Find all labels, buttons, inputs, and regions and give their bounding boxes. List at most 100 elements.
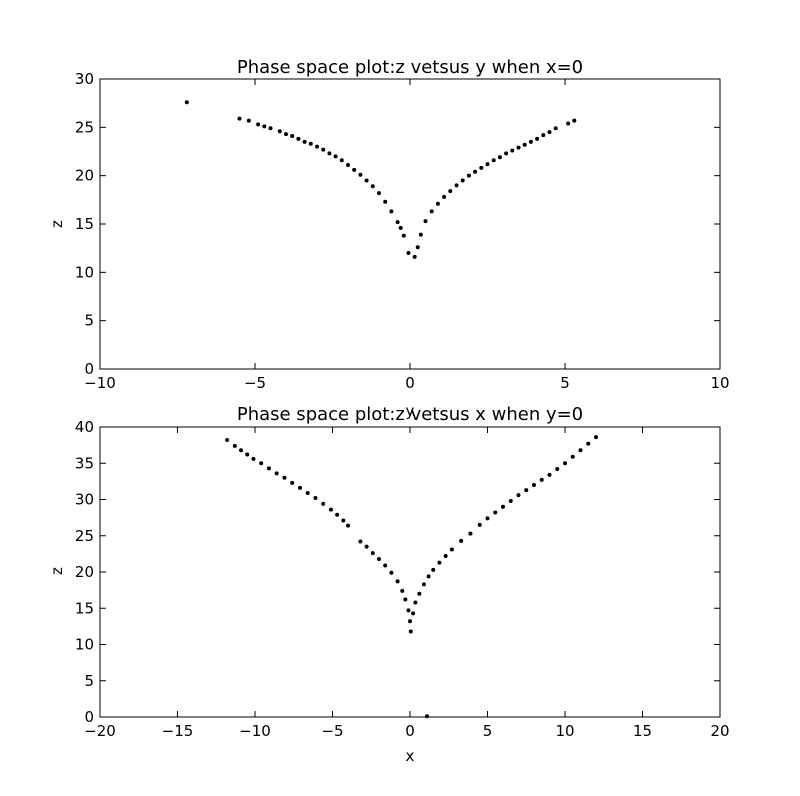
data-point <box>522 142 527 147</box>
y-tick-label: 5 <box>84 312 94 330</box>
data-point <box>321 147 326 152</box>
data-point <box>377 556 381 561</box>
data-point <box>454 183 459 188</box>
data-point <box>547 472 552 477</box>
data-point <box>398 225 403 230</box>
data-point <box>346 523 350 528</box>
data-point <box>493 510 498 515</box>
data-point <box>370 184 375 189</box>
data-point <box>442 194 447 199</box>
data-point <box>555 467 560 472</box>
data-point <box>413 600 418 605</box>
y-tick-label: 30 <box>75 70 94 88</box>
data-point <box>284 132 288 137</box>
data-point <box>448 189 453 194</box>
data-point <box>479 165 484 170</box>
data-point <box>335 512 340 517</box>
data-point <box>418 232 423 237</box>
data-point <box>239 448 244 453</box>
x-tick-label: −5 <box>244 374 266 392</box>
data-point <box>290 480 295 485</box>
data-point <box>468 531 473 536</box>
data-point <box>259 461 264 466</box>
y-tick-label: 20 <box>75 167 94 185</box>
data-point <box>245 452 250 457</box>
data-point <box>246 118 251 123</box>
top-subplot-ticks: −10 −5 0 5 10 0 5 10 15 20 25 30 <box>75 70 730 392</box>
data-point <box>460 178 465 183</box>
data-point <box>251 456 256 461</box>
data-point <box>553 126 558 131</box>
data-point <box>412 254 417 259</box>
top-subplot-xlabel: y <box>406 402 415 420</box>
top-subplot-frame <box>99 78 721 370</box>
y-tick-label: 25 <box>75 118 94 136</box>
data-point <box>411 611 416 616</box>
data-point <box>524 488 529 493</box>
data-point <box>535 136 540 141</box>
data-point <box>510 148 515 153</box>
data-point <box>184 100 189 105</box>
top-subplot: Phase space plot:z vetsus y when x=0 y z… <box>48 57 730 420</box>
data-point <box>528 139 533 144</box>
data-point <box>539 477 544 482</box>
data-point <box>401 233 406 238</box>
data-point <box>516 145 521 150</box>
data-point <box>346 163 350 168</box>
data-point <box>435 201 440 206</box>
data-point <box>437 560 442 565</box>
data-point <box>297 485 302 490</box>
top-subplot-points <box>184 100 577 259</box>
y-tick-label: 25 <box>75 527 94 545</box>
data-point <box>459 538 464 543</box>
data-point <box>339 158 344 163</box>
data-point <box>274 471 279 476</box>
data-point <box>431 567 436 572</box>
data-point <box>290 134 295 139</box>
data-point <box>341 518 346 523</box>
data-point <box>395 220 400 225</box>
data-point <box>383 199 388 204</box>
y-tick-label: 5 <box>84 672 94 690</box>
data-point <box>400 588 405 593</box>
data-point <box>296 136 301 141</box>
data-point <box>466 173 471 178</box>
x-tick-label: −10 <box>239 722 271 740</box>
x-tick-label: 5 <box>560 374 570 392</box>
data-point <box>421 582 426 587</box>
y-tick-label: 35 <box>75 454 94 472</box>
bottom-subplot-ticks: −20 −15 −10 −5 0 5 10 15 20 0 5 10 15 20 25 30 35 40 <box>75 418 730 740</box>
bottom-subplot-ylabel: z <box>48 567 66 575</box>
x-tick-label: 0 <box>405 374 415 392</box>
data-point <box>485 162 490 167</box>
data-point <box>443 554 448 559</box>
bottom-subplot-points <box>225 435 598 719</box>
x-tick-label: −5 <box>321 722 343 740</box>
x-tick-label: 15 <box>633 722 652 740</box>
data-point <box>282 475 287 480</box>
data-point <box>449 547 454 552</box>
data-point <box>594 435 598 440</box>
data-point <box>477 522 482 527</box>
data-point <box>417 591 422 596</box>
data-point <box>302 139 307 144</box>
data-point <box>570 454 575 459</box>
data-point <box>266 466 271 471</box>
data-point <box>485 516 490 521</box>
data-point <box>403 597 408 602</box>
x-tick-label: 20 <box>710 722 729 740</box>
top-subplot-title: Phase space plot:z vetsus y when x=0 <box>237 57 583 78</box>
data-point <box>572 118 577 123</box>
x-tick-label: 0 <box>405 722 415 740</box>
data-point <box>501 504 505 509</box>
data-point <box>389 570 394 575</box>
bottom-subplot-title: Phase space plot:z vetsus x when y=0 <box>237 404 583 425</box>
data-point <box>370 551 375 556</box>
data-point <box>497 155 502 160</box>
data-point <box>333 154 338 159</box>
top-subplot-ylabel: z <box>48 220 66 228</box>
data-point <box>305 490 310 495</box>
data-point <box>491 158 496 163</box>
